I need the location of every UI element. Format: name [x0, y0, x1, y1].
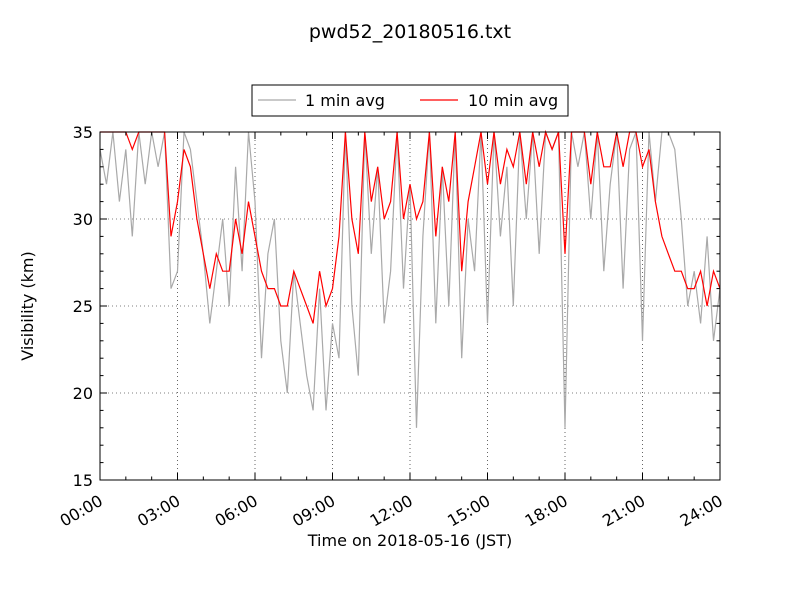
plot-area	[99, 129, 721, 481]
y-axis-label: Visibility (km)	[18, 251, 37, 360]
chart-title: pwd52_20180516.txt	[309, 21, 511, 43]
legend: 1 min avg 10 min avg	[251, 84, 569, 117]
y-tick-label: 20	[73, 384, 93, 403]
legend-box	[251, 84, 569, 117]
y-tick-label: 15	[73, 471, 93, 490]
y-tick-label: 25	[73, 297, 93, 316]
y-tick-label: 35	[73, 123, 93, 142]
y-axis-tick-labels: 15 20 25 30 35	[73, 123, 93, 490]
legend-label-10-min-avg: 10 min avg	[468, 91, 558, 110]
y-tick-label: 30	[73, 210, 93, 229]
axis-ticks	[99, 131, 721, 481]
x-axis-label: Time on 2018-05-16 (JST)	[307, 531, 512, 550]
grid-lines	[100, 132, 720, 480]
legend-label-1-min-avg: 1 min avg	[305, 91, 385, 110]
